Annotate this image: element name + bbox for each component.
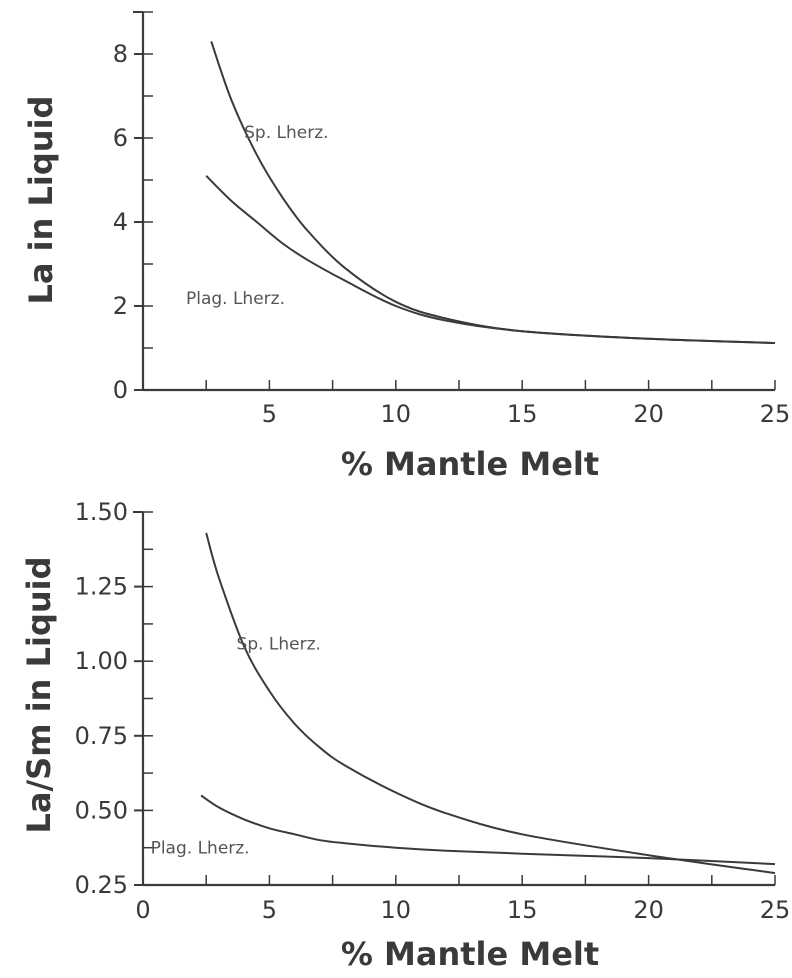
sp-lherz-label: Sp. Lherz. — [237, 634, 321, 654]
plag-lherz-curve — [200, 794, 776, 866]
x-tick-label: 5 — [262, 896, 277, 924]
la-sm-chart: 0 5 10 15 20 25 0.25 0.50 0.75 1.00 1.25 1.50 % Mant… — [20, 498, 790, 973]
la-chart: 5 10 15 20 25 0 2 4 6 8 % Mantle Melt La in Liquid S… — [22, 11, 791, 483]
x-tick-label: 5 — [262, 400, 277, 428]
x-tick-label: 25 — [760, 896, 791, 924]
x-tick-label: 10 — [381, 400, 412, 428]
sp-lherz-curve — [205, 532, 776, 875]
y-tick-label: 1.25 — [75, 573, 128, 601]
x-tick-label: 20 — [633, 400, 664, 428]
sp-lherz-label: Sp. Lherz. — [244, 123, 328, 143]
y-tick-label: 1.00 — [75, 647, 128, 675]
x-tick-label: 10 — [381, 896, 412, 924]
sp-lherz-curve — [210, 41, 776, 344]
plag-lherz-label: Plag. Lherz. — [151, 839, 250, 859]
plag-lherz-label: Plag. Lherz. — [186, 289, 285, 309]
x-tick-label: 25 — [760, 400, 791, 428]
y-tick-label: 2 — [113, 292, 128, 320]
x-axis-title: % Mantle Melt — [341, 935, 599, 973]
plag-lherz-curve — [205, 175, 776, 344]
y-axis-title: La/Sm in Liquid — [20, 556, 58, 833]
y-tick-label: 1.50 — [75, 498, 128, 526]
y-tick-label: 8 — [113, 40, 128, 68]
y-tick-label: 6 — [113, 124, 128, 152]
y-tick-label: 0.25 — [75, 871, 128, 899]
y-tick-label: 0.75 — [75, 722, 128, 750]
x-axis-title: % Mantle Melt — [341, 445, 599, 483]
x-tick-label: 15 — [507, 400, 538, 428]
y-tick-label: 0 — [113, 376, 128, 404]
x-tick-label: 15 — [507, 896, 538, 924]
y-tick-label: 4 — [113, 208, 128, 236]
y-axis-title: La in Liquid — [22, 96, 60, 305]
x-tick-label: 0 — [135, 896, 150, 924]
y-tick-label: 0.50 — [75, 796, 128, 824]
x-tick-label: 20 — [633, 896, 664, 924]
